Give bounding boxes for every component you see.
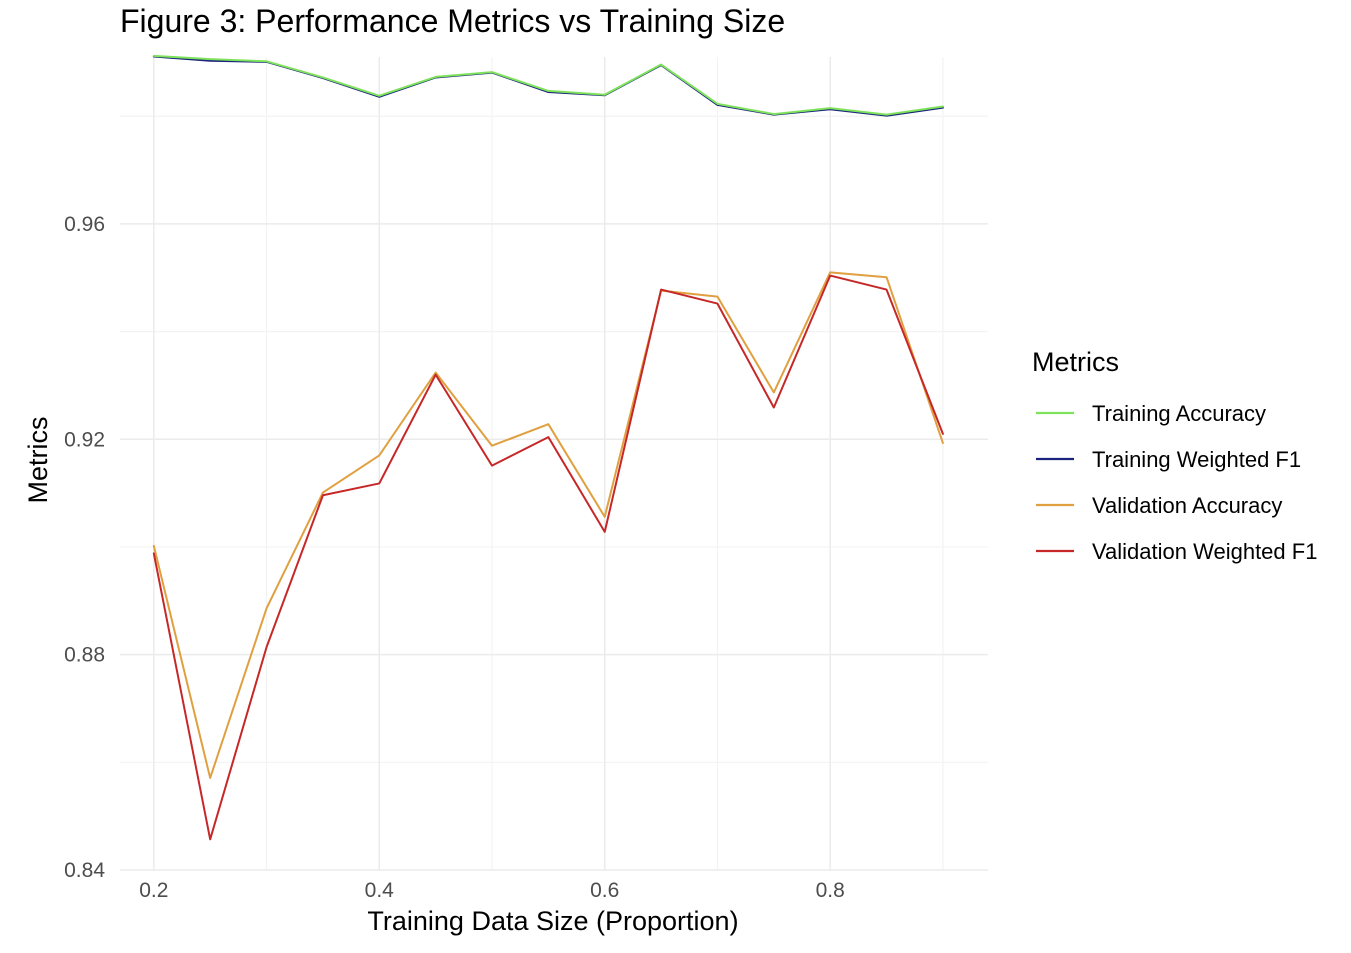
y-tick-label: 0.92 xyxy=(64,428,105,451)
plot-series xyxy=(152,54,944,841)
x-tick-label: 0.4 xyxy=(365,879,395,902)
y-tick-label: 0.96 xyxy=(64,213,105,236)
y-tick-label: 0.88 xyxy=(64,644,105,667)
series-line-validation-accuracy xyxy=(152,271,944,779)
y-axis-title: Metrics xyxy=(23,417,53,504)
x-axis-ticks: 0.2 0.4 0.6 0.8 xyxy=(139,879,845,902)
legend-title: Metrics xyxy=(1032,347,1119,377)
x-tick-label: 0.8 xyxy=(816,879,845,902)
plot-gridlines xyxy=(120,57,988,871)
chart-title: Figure 3: Performance Metrics vs Trainin… xyxy=(120,3,785,39)
y-tick-label: 0.84 xyxy=(64,859,105,882)
legend-label-training-weighted-f1: Training Weighted F1 xyxy=(1092,447,1301,472)
x-axis-title: Training Data Size (Proportion) xyxy=(367,906,738,936)
y-axis-ticks: 0.84 0.88 0.92 0.96 xyxy=(64,213,105,882)
series-line-validation-weighted-f1 xyxy=(152,274,944,841)
x-tick-label: 0.6 xyxy=(590,879,619,902)
legend: Metrics Training Accuracy Training Weight… xyxy=(1032,347,1317,564)
x-tick-label: 0.2 xyxy=(139,879,168,902)
legend-label-validation-accuracy: Validation Accuracy xyxy=(1092,493,1282,518)
series-line-training-weighted-f1 xyxy=(152,55,944,117)
legend-label-training-accuracy: Training Accuracy xyxy=(1092,401,1266,426)
series-line-training-accuracy xyxy=(152,54,944,116)
legend-label-validation-weighted-f1: Validation Weighted F1 xyxy=(1092,539,1317,564)
